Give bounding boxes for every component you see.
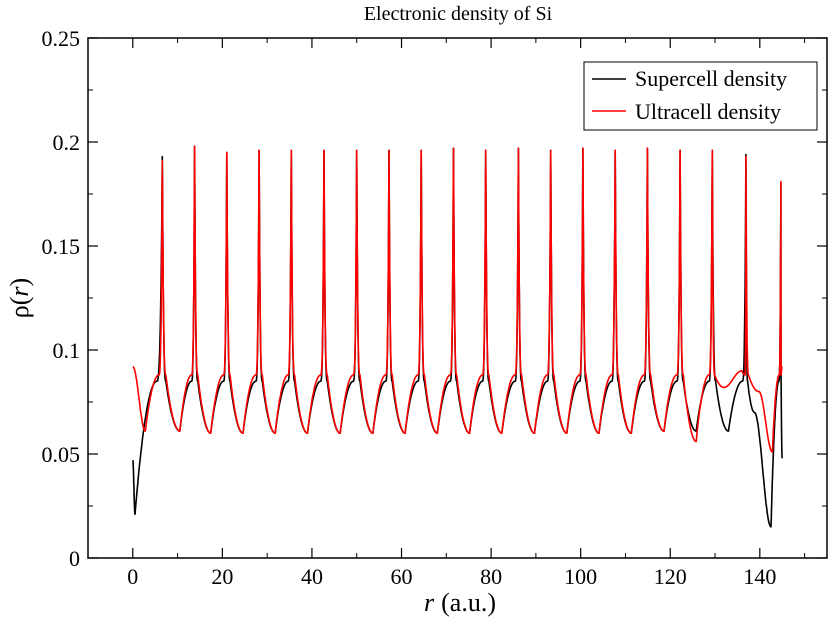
y-tick-label: 0.25 bbox=[42, 26, 81, 51]
x-axis-label-unit: (a.u.) bbox=[441, 588, 496, 617]
y-axis-label-main: ρ( bbox=[5, 297, 34, 319]
x-axis-label-var: r bbox=[424, 588, 435, 617]
y-axis-label: ρ(r) bbox=[5, 278, 34, 318]
x-tick-label: 140 bbox=[743, 564, 776, 589]
y-axis-label-var: r bbox=[5, 286, 34, 297]
legend-label-ultracell: Ultracell density bbox=[635, 99, 781, 124]
x-tick-label: 40 bbox=[301, 564, 323, 589]
x-axis-label: r (a.u.) bbox=[424, 588, 496, 617]
x-tick-label: 0 bbox=[127, 564, 138, 589]
series-layer bbox=[132, 145, 783, 528]
y-axis: 0 0.05 0.1 0.15 0.2 0.25 bbox=[42, 26, 827, 571]
x-tick-label: 80 bbox=[480, 564, 502, 589]
legend-box bbox=[583, 61, 818, 131]
series-line-ultracell bbox=[132, 145, 783, 453]
y-tick-label: 0 bbox=[69, 546, 80, 571]
legend: Supercell density Ultracell density bbox=[583, 61, 818, 131]
chart-title: Electronic density of Si bbox=[364, 3, 553, 25]
y-tick-label: 0.15 bbox=[42, 234, 81, 259]
x-tick-label: 100 bbox=[564, 564, 597, 589]
legend-label-supercell: Supercell density bbox=[635, 66, 787, 91]
x-tick-label: 60 bbox=[391, 564, 413, 589]
x-tick-label: 120 bbox=[654, 564, 687, 589]
y-tick-label: 0.1 bbox=[53, 338, 81, 363]
y-tick-label: 0.05 bbox=[42, 442, 81, 467]
y-tick-label: 0.2 bbox=[53, 130, 81, 155]
series-line-supercell bbox=[132, 145, 783, 528]
y-axis-label-close: ) bbox=[5, 278, 34, 287]
x-tick-label: 20 bbox=[211, 564, 233, 589]
x-axis: 0 20 40 60 80 100 120 140 bbox=[87, 38, 806, 589]
